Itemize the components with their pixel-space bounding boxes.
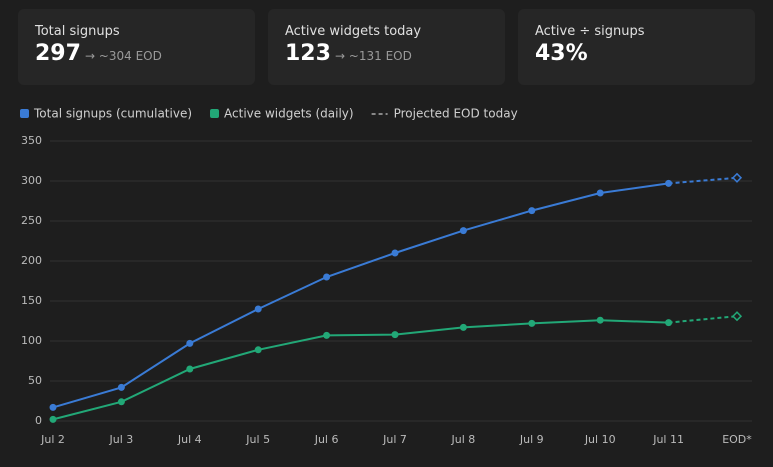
- projection-line: [668, 315, 738, 324]
- legend-swatch: [20, 109, 29, 118]
- y-tick-label: 150: [21, 294, 42, 307]
- x-tick-label: Jul 2: [40, 433, 65, 446]
- point: [391, 249, 399, 257]
- point: [117, 383, 125, 391]
- value: 123: [285, 41, 331, 66]
- card: Total signups 297 → ~304 EOD: [18, 9, 255, 85]
- projection-line: [668, 176, 738, 185]
- legend-swatch: [210, 109, 220, 118]
- card: Active widgets today 123 → ~131 EOD: [268, 9, 505, 85]
- x-tick-label: Jul 9: [519, 433, 544, 446]
- series-line: [52, 319, 669, 421]
- legend-label: Projected EOD today: [394, 107, 518, 121]
- point: [254, 305, 262, 313]
- x-tick-label: Jul 7: [382, 433, 407, 446]
- point: [49, 403, 57, 411]
- legend-label: Total signups (cumulative): [33, 107, 192, 121]
- card-value: 123 → ~131 EOD: [285, 41, 488, 66]
- card-label: Total signups: [35, 24, 120, 39]
- value: 43%: [535, 41, 588, 66]
- y-tick-label: 200: [21, 254, 42, 267]
- card-note: → ~131 EOD: [334, 49, 412, 63]
- projection-point: [731, 311, 743, 322]
- x-tick-label: Jul 4: [177, 433, 202, 446]
- legend-label: Active widgets (daily): [224, 107, 354, 121]
- point: [459, 323, 467, 331]
- point: [665, 319, 673, 327]
- point: [186, 365, 194, 373]
- point: [49, 415, 57, 423]
- point: [528, 319, 536, 327]
- card: Active ÷ signups 43%: [518, 9, 755, 85]
- point: [528, 207, 536, 215]
- x-tick-label: Jul 5: [245, 433, 270, 446]
- projection-point: [731, 172, 743, 183]
- card-note: → ~304 EOD: [84, 49, 162, 63]
- x-tick-label: Jul 3: [109, 433, 134, 446]
- x-tick-label: Jul 11: [652, 433, 684, 446]
- y-tick-label: 50: [28, 374, 42, 387]
- y-tick-label: 0: [35, 414, 42, 427]
- x-tick-label: Jul 6: [314, 433, 339, 446]
- card-value: 43%: [535, 41, 738, 66]
- point: [117, 398, 125, 406]
- y-tick-label: 300: [21, 174, 42, 187]
- point: [254, 346, 262, 354]
- y-tick-label: 100: [21, 334, 42, 347]
- series-line: [52, 182, 669, 409]
- point: [186, 339, 194, 347]
- x-tick-label: EOD*: [722, 433, 752, 446]
- card-value: 297 → ~304 EOD: [35, 41, 238, 66]
- point: [323, 273, 331, 281]
- card-label: Active ÷ signups: [535, 24, 645, 39]
- point: [459, 227, 467, 235]
- y-tick-label: 250: [21, 214, 42, 227]
- value: 297: [35, 41, 81, 66]
- x-tick-label: Jul 8: [451, 433, 476, 446]
- point: [596, 189, 604, 197]
- y-tick-label: 350: [21, 134, 42, 147]
- point: [596, 316, 604, 324]
- point: [665, 179, 673, 187]
- x-tick-label: Jul 10: [584, 433, 616, 446]
- point: [323, 331, 331, 339]
- point: [391, 331, 399, 339]
- card-label: Active widgets today: [285, 24, 422, 39]
